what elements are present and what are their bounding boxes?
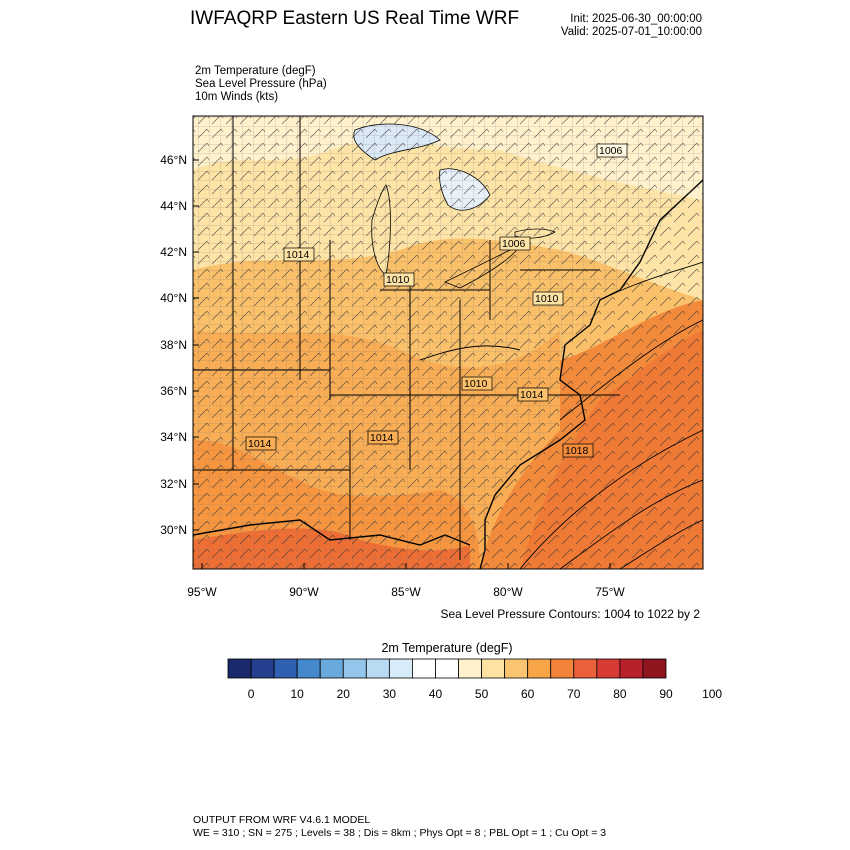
field-temperature: 2m Temperature (degF) [195, 65, 316, 77]
lat-labels: 46°N 44°N 42°N 40°N 38°N 36°N 34°N 32°N … [160, 153, 187, 537]
lat-ticks [193, 159, 199, 531]
lat-label: 30°N [160, 523, 187, 537]
colorbar-swatch [250, 658, 275, 679]
lat-label: 46°N [160, 153, 187, 167]
colorbar-swatch [319, 658, 344, 679]
colorbar-swatch [412, 658, 436, 679]
colorbar-swatch [296, 658, 321, 679]
lat-label: 34°N [160, 430, 187, 444]
colorbar-swatch [504, 658, 529, 679]
colorbar-swatch [365, 658, 390, 679]
pressure-label: 1014 [286, 249, 310, 261]
footer-model: OUTPUT FROM WRF V4.6.1 MODEL [193, 814, 371, 826]
colorbar-tick-label: 0 [248, 687, 255, 701]
temperature-colorbar [227, 658, 667, 679]
pressure-label: 1014 [370, 432, 394, 444]
plot-title: IWFAQRP Eastern US Real Time WRF [190, 8, 520, 29]
field-list: 2m Temperature (degF) Sea Level Pressure… [195, 65, 327, 104]
pressure-label: 1010 [464, 378, 488, 390]
colorbar-swatch [550, 658, 575, 679]
colorbar-swatch [342, 658, 367, 679]
lon-label: 85°W [391, 585, 421, 599]
colorbar-tick-label: 80 [613, 687, 627, 701]
pressure-label: 1006 [599, 145, 623, 157]
colorbar-title: 2m Temperature (degF) [381, 641, 513, 655]
pressure-label: 1010 [535, 293, 559, 305]
lat-label: 36°N [160, 384, 187, 398]
wind-barbs [193, 116, 703, 569]
lat-label: 32°N [160, 477, 187, 491]
map-frame [192, 115, 704, 570]
colorbar-tick-label: 40 [429, 687, 443, 701]
pressure-label: 1006 [502, 238, 526, 250]
footer-config: WE = 310 ; SN = 275 ; Levels = 38 ; Dis … [193, 826, 607, 839]
lon-labels: 95°W 90°W 85°W 80°W 75°W [187, 585, 625, 599]
colorbar-swatch [227, 658, 252, 679]
init-time: Init: 2025-06-30_00:00:00 [570, 13, 702, 25]
colorbar-swatch [458, 658, 482, 679]
colorbar-tick-labels: 0 10 20 30 40 50 60 70 80 90 100 [248, 687, 723, 701]
pressure-label: 1014 [248, 438, 272, 450]
colorbar-tick-label: 50 [475, 687, 489, 701]
lat-label: 38°N [160, 338, 187, 352]
colorbar-swatch [435, 658, 459, 679]
colorbar-swatch [273, 658, 298, 679]
pressure-label: 1014 [520, 389, 544, 401]
colorbar-tick-label: 10 [290, 687, 304, 701]
colorbar-swatch [527, 658, 552, 679]
valid-time: Valid: 2025-07-01_10:00:00 [560, 26, 702, 38]
pressure-label: 1018 [565, 445, 589, 457]
field-pressure: Sea Level Pressure (hPa) [195, 78, 327, 90]
colorbar-swatch [619, 658, 644, 679]
lon-ticks [201, 563, 611, 569]
lon-label: 80°W [493, 585, 523, 599]
colorbar-swatch [481, 658, 506, 679]
lon-label: 90°W [289, 585, 319, 599]
pressure-labels: 1006 1006 1014 1010 1010 1010 1014 1014 … [245, 143, 628, 458]
lat-label: 40°N [160, 291, 187, 305]
field-winds: 10m Winds (kts) [195, 91, 279, 103]
lat-label: 44°N [160, 199, 187, 213]
colorbar-tick-label: 100 [702, 687, 722, 701]
lat-label: 42°N [160, 245, 187, 259]
colorbar-swatch [642, 658, 667, 679]
colorbar-tick-label: 70 [567, 687, 581, 701]
colorbar-swatch [596, 658, 621, 679]
run-times: Init: 2025-06-30_00:00:00 Valid: 2025-07… [561, 13, 702, 39]
colorbar-tick-label: 90 [659, 687, 673, 701]
pressure-label: 1010 [386, 274, 410, 286]
colorbar-swatch [388, 658, 413, 679]
map-field [193, 116, 703, 569]
colorbar-tick-label: 20 [337, 687, 351, 701]
lon-label: 75°W [595, 585, 625, 599]
model-footer: OUTPUT FROM WRF V4.6.1 MODEL WE = 310 ; … [193, 814, 606, 839]
colorbar-swatch [573, 658, 598, 679]
contour-note: Sea Level Pressure Contours: 1004 to 102… [440, 607, 701, 621]
lon-label: 95°W [187, 585, 217, 599]
colorbar-tick-label: 30 [383, 687, 397, 701]
colorbar-tick-label: 60 [521, 687, 535, 701]
